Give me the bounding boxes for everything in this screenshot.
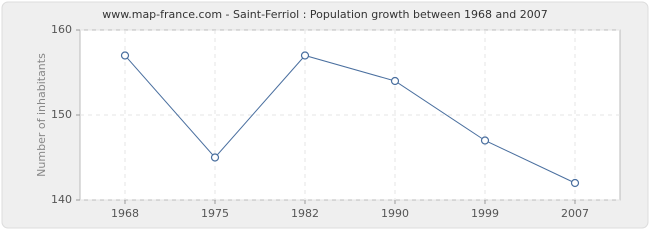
x-tick-label: 1982 (291, 207, 319, 220)
data-point (570, 178, 580, 188)
chart-title: www.map-france.com - Saint-Ferriol : Pop… (102, 8, 547, 21)
data-line (124, 54, 576, 184)
x-tick-label: 1999 (471, 207, 499, 220)
data-point (210, 153, 220, 162)
data-point (480, 136, 490, 145)
data-point (120, 51, 130, 60)
chart: www.map-france.com - Saint-Ferriol : Pop… (1, 1, 649, 229)
x-tick-label: 1990 (381, 207, 409, 220)
x-tick-label: 2007 (561, 207, 589, 220)
data-point (390, 76, 400, 86)
y-tick-label: 150 (51, 108, 72, 121)
x-tick-label: 1975 (201, 207, 229, 220)
y-tick-label: 140 (51, 193, 72, 206)
x-tick-label: 1968 (111, 207, 139, 220)
y-axis-label: Number of inhabitants (35, 53, 48, 177)
y-tick-label: 160 (51, 23, 72, 36)
data-point (300, 51, 310, 60)
